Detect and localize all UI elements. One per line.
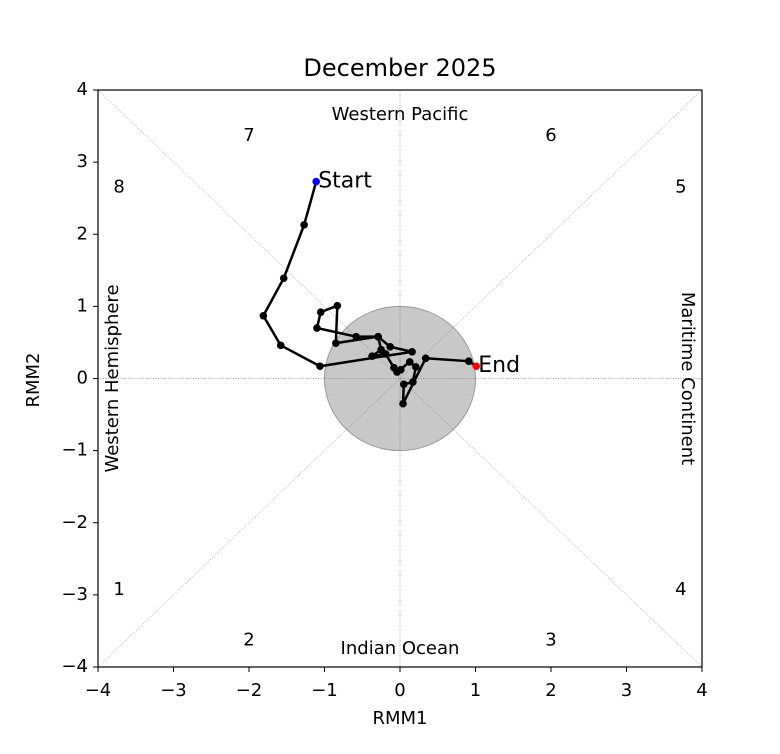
phase-label: 7 xyxy=(243,125,254,146)
phase-label: 8 xyxy=(113,176,124,197)
day-point xyxy=(332,339,340,347)
x-tick-label: 3 xyxy=(621,680,632,701)
day-point xyxy=(409,378,417,386)
start-label: Start xyxy=(318,169,372,194)
x-axis-label: RMM1 xyxy=(372,708,427,729)
y-tick-label: −3 xyxy=(61,584,88,605)
y-tick-label: −1 xyxy=(61,440,88,461)
day-point xyxy=(316,362,324,371)
day-point xyxy=(381,350,390,358)
day-point xyxy=(352,332,361,341)
y-tick-label: −4 xyxy=(61,656,88,677)
day-point xyxy=(374,332,382,341)
end-label: End xyxy=(478,353,520,378)
day-point xyxy=(368,352,376,360)
region-label: Indian Ocean xyxy=(341,638,460,659)
y-tick-label: 4 xyxy=(77,79,88,100)
phase-label: 3 xyxy=(545,629,556,650)
day-point xyxy=(279,274,288,283)
phase-label: 2 xyxy=(243,629,254,650)
day-point xyxy=(464,357,473,365)
day-point xyxy=(412,363,420,371)
day-point xyxy=(421,354,430,363)
day-point xyxy=(333,301,342,310)
day-point xyxy=(472,362,481,371)
x-tick-label: 1 xyxy=(470,680,481,701)
day-point xyxy=(408,348,416,356)
y-tick-label: 3 xyxy=(77,151,88,172)
day-point xyxy=(313,324,321,332)
y-tick-label: 0 xyxy=(77,368,88,389)
x-tick-label: −2 xyxy=(236,680,263,701)
y-tick-label: 1 xyxy=(77,295,88,316)
chart-title: December 2025 xyxy=(303,54,496,82)
y-tick-label: −2 xyxy=(61,512,88,533)
phase-label: 6 xyxy=(545,125,556,146)
phase-label: 5 xyxy=(675,176,686,197)
day-point xyxy=(406,358,414,366)
x-tick-label: 0 xyxy=(394,680,405,701)
day-point xyxy=(393,368,401,376)
phase-label: 4 xyxy=(675,579,686,600)
x-tick-label: 2 xyxy=(545,680,556,701)
region-label: Maritime Continent xyxy=(677,292,698,465)
x-tick-label: −4 xyxy=(85,680,112,701)
day-point xyxy=(312,177,320,186)
x-tick-label: −3 xyxy=(160,680,187,701)
day-point xyxy=(300,221,308,229)
day-point xyxy=(399,380,408,389)
y-axis-label: RMM2 xyxy=(23,352,44,407)
region-label: Western Pacific xyxy=(332,104,469,125)
day-point xyxy=(316,308,325,316)
x-tick-label: −1 xyxy=(311,680,338,701)
y-tick-label: 2 xyxy=(77,223,88,244)
phase-label: 1 xyxy=(113,579,124,600)
day-point xyxy=(386,342,394,351)
x-tick-label: 4 xyxy=(696,680,707,701)
region-label: Western Hemisphere xyxy=(102,284,123,472)
day-point xyxy=(259,311,268,320)
day-point xyxy=(399,399,407,408)
day-point xyxy=(276,341,285,350)
